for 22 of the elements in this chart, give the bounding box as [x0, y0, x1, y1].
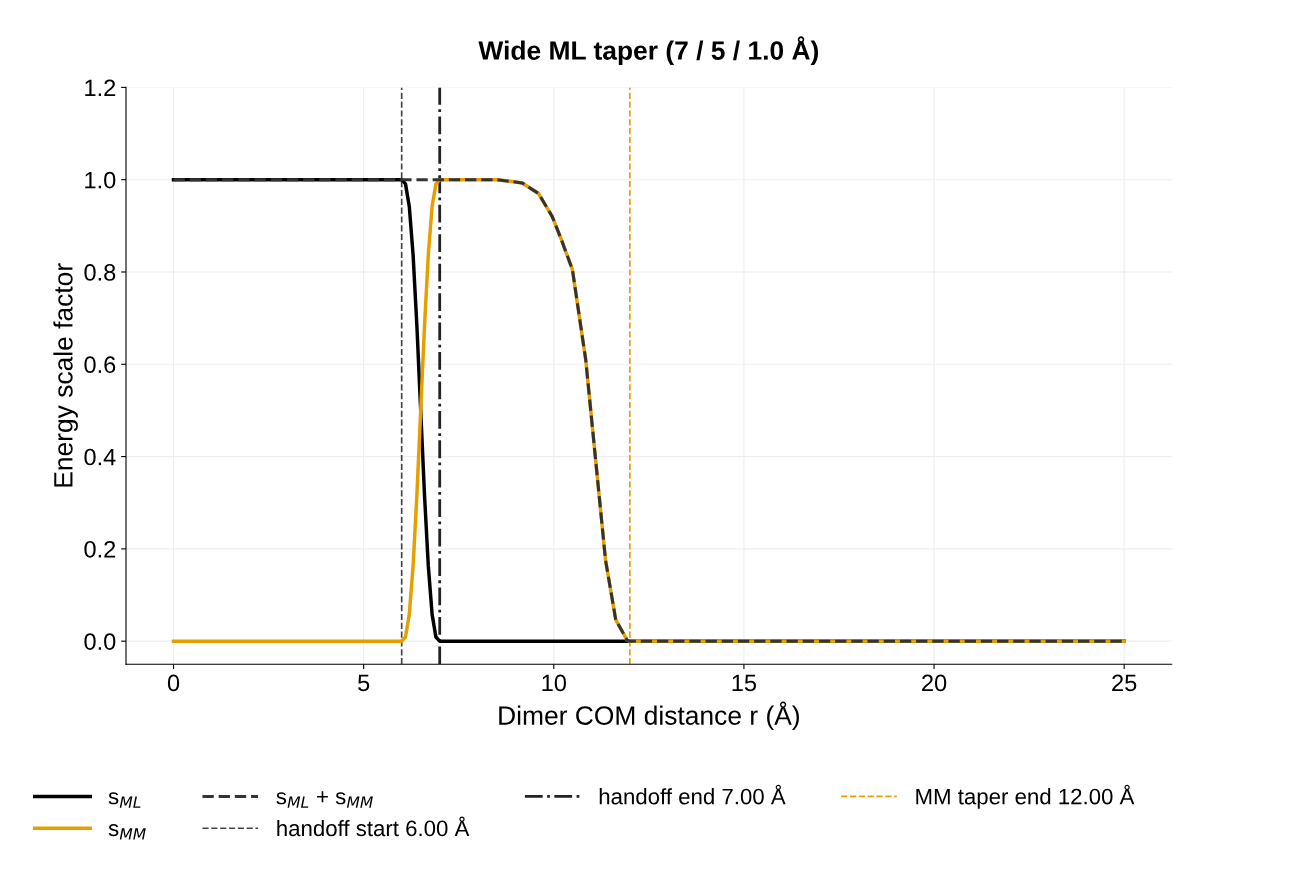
legend-label: s$_{MM}$	[108, 824, 146, 840]
legend-label: s$_{ML}$	[108, 792, 141, 808]
x-tick-label: 10	[542, 674, 566, 692]
x-axis-title: Dimer COM distance r (Å)	[499, 701, 799, 731]
legend-label: handoff start 6.00 Å	[277, 816, 470, 837]
y-tick-label: 0.2	[84, 540, 116, 558]
legend-label: s$_{ML}$ + s$_{MM}$	[276, 791, 373, 808]
y-tick-label: 0.4	[84, 448, 116, 466]
x-tick-label: 5	[358, 674, 370, 692]
x-tick-label: 25	[1112, 674, 1137, 692]
y-axis-title: Energy scale factor	[53, 263, 78, 487]
x-tick-label: 20	[922, 674, 947, 692]
y-tick-label: 0.6	[84, 356, 116, 374]
y-tick-label: 0.8	[84, 264, 116, 281]
legend-label: MM taper end 12.00 Å	[916, 784, 1135, 809]
y-tick-label: 1.0	[85, 171, 116, 189]
chart-title: Wide ML taper (7 / 5 / 1.0 Å)	[478, 36, 819, 66]
legend-label: handoff end 7.00 Å	[599, 784, 786, 805]
x-tick-label: 15	[732, 674, 757, 692]
y-tick-label: 1.2	[85, 79, 116, 96]
y-tick-label: 0.0	[84, 633, 116, 650]
x-tick-label: 0	[167, 674, 180, 692]
